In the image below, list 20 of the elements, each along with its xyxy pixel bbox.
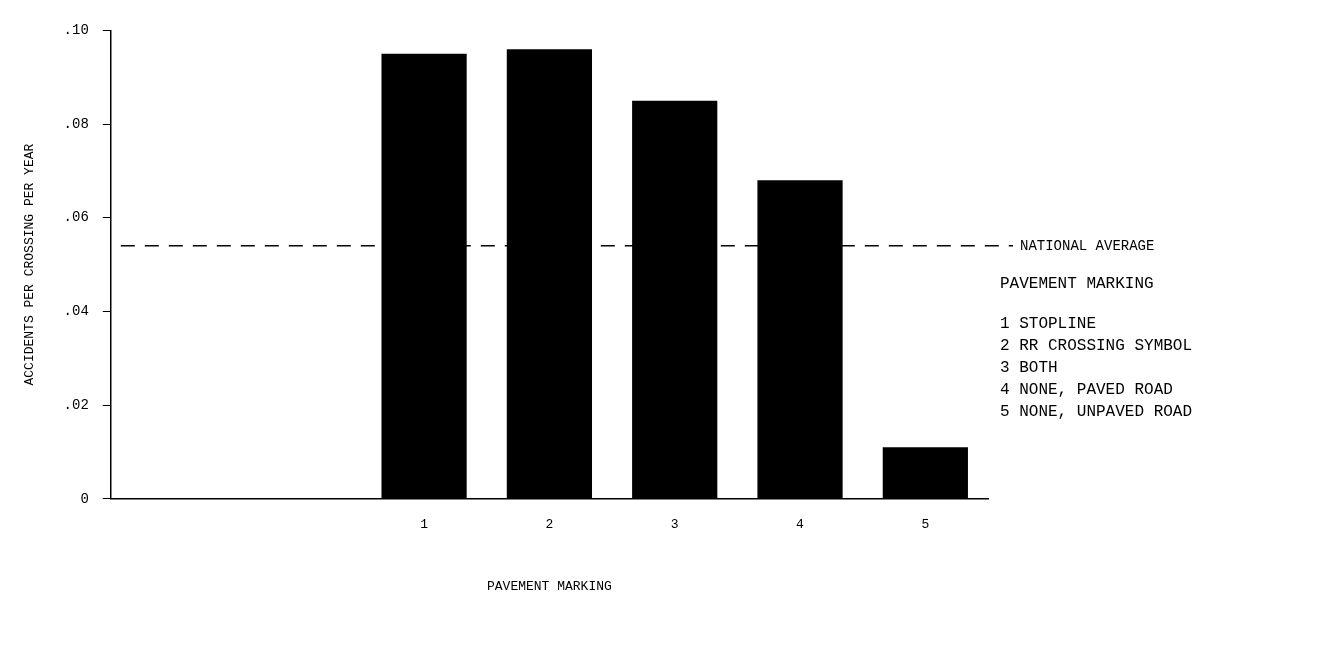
y-tick-label: .10 — [63, 22, 89, 39]
x-tick-label: 3 — [670, 517, 679, 533]
x-tick-label: 1 — [420, 517, 429, 533]
annotation: 5 NONE, UNPAVED ROAD — [1000, 402, 1193, 421]
ref-line-label: NATIONAL AVERAGE — [1020, 237, 1155, 254]
annotation: 2 RR CROSSING SYMBOL — [1000, 336, 1193, 355]
x-tick-label: 4 — [796, 517, 805, 533]
annotation: PAVEMENT MARKING — [1000, 274, 1154, 293]
annotation: 3 BOTH — [1000, 358, 1058, 377]
y-tick-label: .08 — [63, 115, 89, 132]
x-tick-label: 5 — [921, 517, 930, 533]
x-axis-title: PAVEMENT MARKING — [486, 578, 612, 594]
y-tick-label: 0 — [80, 490, 89, 507]
annotation: 4 NONE, PAVED ROAD — [1000, 380, 1173, 399]
y-tick-label: .06 — [63, 209, 89, 226]
x-tick-label: 2 — [545, 517, 554, 533]
y-tick-label: .04 — [63, 303, 89, 320]
y-tick-label: .02 — [63, 396, 89, 413]
y-axis-title: ACCIDENTS PER CROSSING PER YEAR — [22, 143, 38, 386]
annotation: 1 STOPLINE — [1000, 314, 1097, 333]
